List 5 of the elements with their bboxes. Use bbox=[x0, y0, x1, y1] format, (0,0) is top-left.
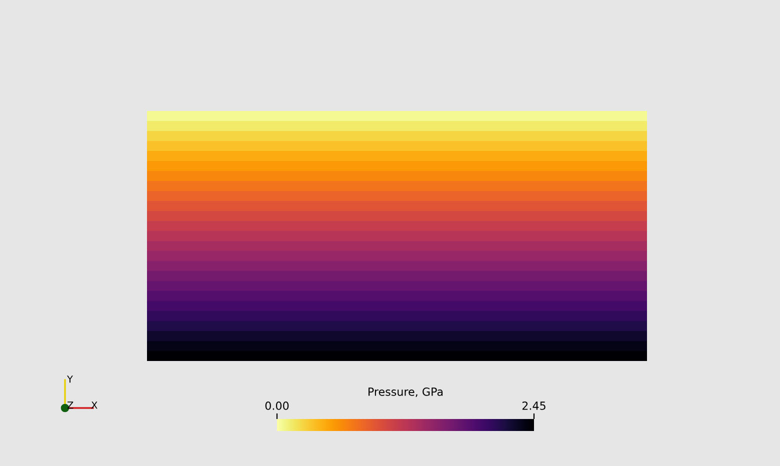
color-bar-label: 0.00 bbox=[265, 402, 289, 410]
text: X bbox=[91, 402, 98, 409]
color-bar-title: Pressure, GPa bbox=[368, 388, 443, 398]
color-bar-label: 2.45 bbox=[522, 402, 546, 410]
text: Y bbox=[66, 376, 73, 383]
